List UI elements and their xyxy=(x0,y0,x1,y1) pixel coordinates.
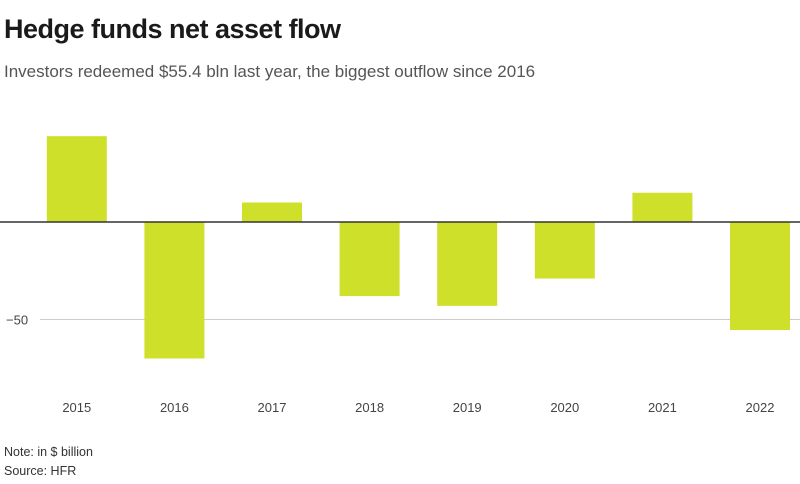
bar-2022 xyxy=(730,222,790,331)
bar-2017 xyxy=(242,202,302,222)
bar-chart: −50 2015 2016 2017 2018 2019 2020 2021 2022 xyxy=(0,136,800,415)
bar-2016 xyxy=(144,222,205,359)
x-tick-label: 2019 xyxy=(453,400,482,415)
bar-2020 xyxy=(534,222,595,279)
x-tick-label: 2017 xyxy=(258,400,287,415)
bar-2015 xyxy=(46,136,107,222)
x-tick-label: 2015 xyxy=(62,400,91,415)
x-tick-label: 2021 xyxy=(648,400,677,415)
y-tick-label: −50 xyxy=(6,313,28,328)
bar-2019 xyxy=(437,222,498,306)
x-tick-label: 2018 xyxy=(355,400,384,415)
x-tick-label: 2022 xyxy=(746,400,775,415)
x-tick-label: 2020 xyxy=(550,400,579,415)
bar-2018 xyxy=(339,222,400,297)
bar-2021 xyxy=(632,192,693,222)
chart-note: Note: in $ billion xyxy=(4,445,93,459)
chart-source: Source: HFR xyxy=(4,464,77,478)
chart-title: Hedge funds net asset flow xyxy=(4,14,341,44)
x-tick-label: 2016 xyxy=(160,400,189,415)
chart-subtitle: Investors redeemed $55.4 bln last year, … xyxy=(4,62,536,81)
